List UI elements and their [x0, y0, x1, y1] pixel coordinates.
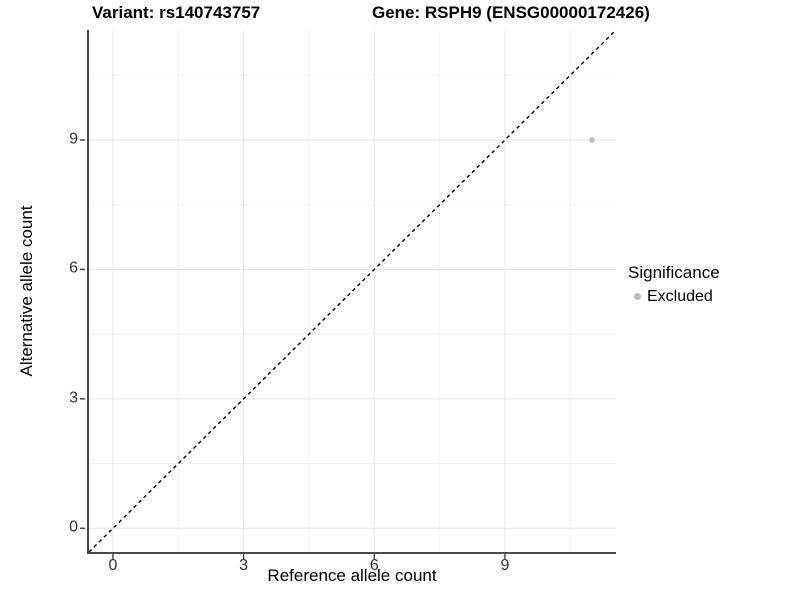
y-tick-label: 0 — [69, 518, 78, 536]
plot-title-gene: Gene: RSPH9 (ENSG00000172426) — [372, 3, 650, 22]
plot-panel — [80, 29, 617, 559]
y-tick-label: 9 — [69, 130, 78, 148]
x-tick-label: 3 — [239, 557, 249, 574]
x-axis-title: Reference allele count — [267, 566, 437, 585]
y-tick-label: 3 — [69, 389, 78, 407]
x-tick-label: 6 — [369, 557, 379, 574]
y-tick-label: 6 — [69, 260, 78, 278]
y-axis-title: Alternative allele count — [17, 205, 36, 377]
legend-title: Significance — [628, 263, 720, 282]
plot-title-variant: Variant: rs140743757 — [92, 3, 261, 22]
legend-entries: Excluded — [628, 287, 720, 306]
legend: Significance Excluded — [628, 263, 720, 307]
x-tick-label: 9 — [500, 557, 510, 574]
legend-point-icon — [634, 293, 641, 301]
x-tick-label: 0 — [108, 557, 118, 574]
identity-dashed-line — [88, 29, 617, 553]
legend-entry-label: Excluded — [647, 288, 713, 306]
plot-canvas — [80, 29, 617, 559]
legend-entry: Excluded — [628, 287, 720, 306]
data-point — [589, 137, 595, 143]
